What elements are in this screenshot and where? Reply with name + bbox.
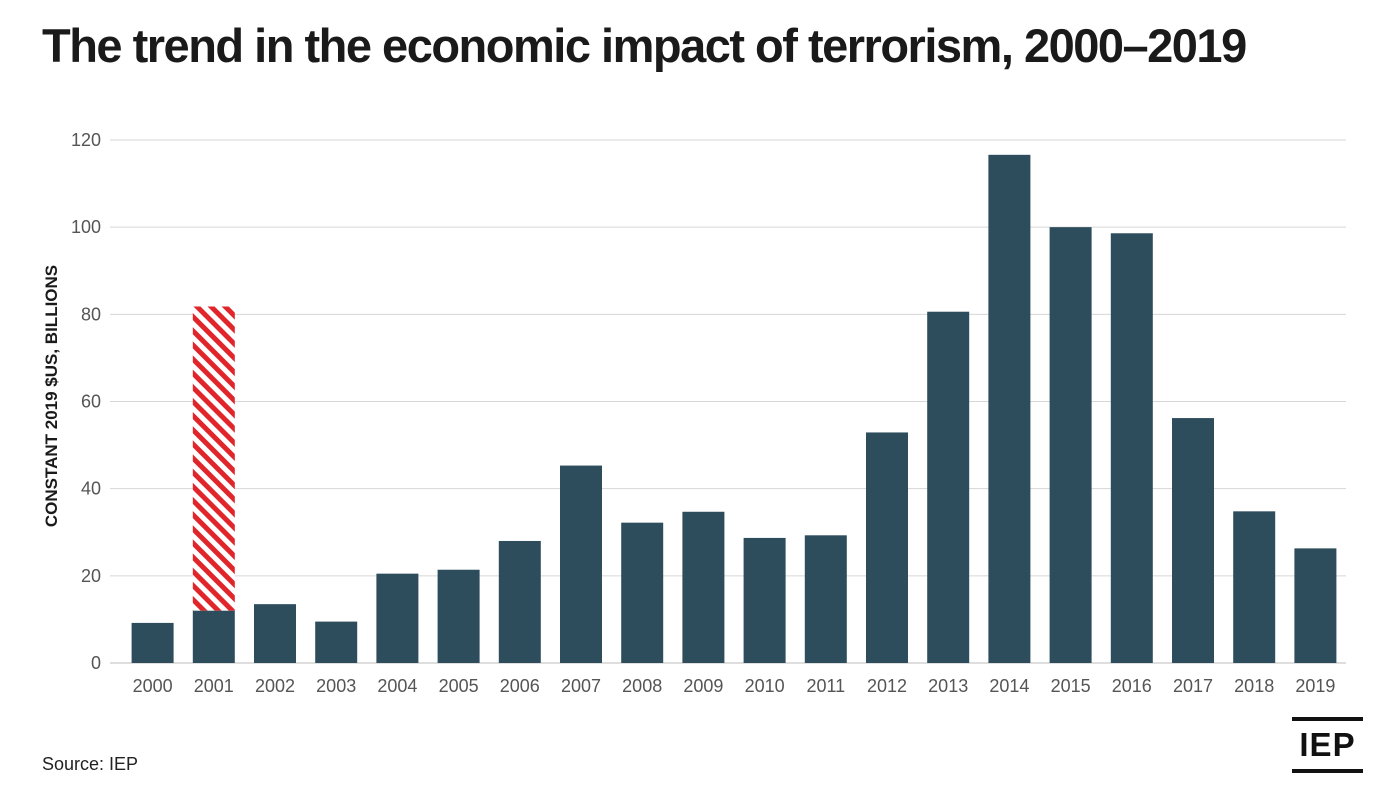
bar-2003 [315, 621, 358, 663]
bar-2019 [1294, 548, 1337, 663]
x-tick-labels: 2000 2001 2002 2003 2004 2005 2006 2007 2008 2009… [133, 676, 1336, 696]
x-tick-label: 2001 [194, 676, 234, 696]
bar-2008 [621, 522, 664, 663]
bar-2014 [988, 154, 1031, 663]
bar-2016 [1110, 233, 1153, 664]
iep-logo: IEP [1292, 717, 1363, 773]
bar-2018 [1233, 511, 1276, 663]
y-tick-label: 60 [81, 392, 101, 412]
bar-2006 [498, 540, 541, 663]
bar-2017 [1172, 418, 1214, 663]
y-tick-label: 100 [71, 217, 101, 237]
x-tick-label: 2014 [989, 676, 1029, 696]
bar-2001-base [192, 610, 235, 663]
x-tick-label: 2003 [316, 676, 356, 696]
logo-top-rule [1292, 717, 1363, 721]
x-tick-label: 2015 [1051, 676, 1091, 696]
bar-2002 [254, 604, 296, 663]
x-tick-label: 2009 [683, 676, 723, 696]
x-tick-label: 2011 [806, 676, 845, 696]
bar-2000 [131, 622, 174, 663]
bar-2001-highlight [192, 306, 235, 611]
bar-2007 [560, 465, 602, 663]
bars [131, 154, 1337, 664]
x-tick-label: 2010 [745, 676, 785, 696]
x-tick-label: 2005 [439, 676, 479, 696]
bar-2004 [376, 573, 419, 663]
x-tick-label: 2006 [500, 676, 540, 696]
y-tick-label: 0 [91, 653, 101, 673]
x-tick-label: 2016 [1112, 676, 1152, 696]
x-tick-label: 2013 [928, 676, 968, 696]
bar-2010 [743, 537, 786, 663]
source-note: Source: IEP [42, 754, 139, 774]
y-tick-label: 80 [81, 304, 101, 324]
x-tick-label: 2007 [561, 676, 601, 696]
logo-bottom-rule [1292, 769, 1363, 773]
y-tick-label: 120 [71, 130, 101, 150]
y-tick-label: 20 [81, 566, 101, 586]
bar-2005 [437, 569, 480, 663]
x-tick-label: 2017 [1173, 676, 1213, 696]
x-tick-label: 2018 [1234, 676, 1274, 696]
x-tick-label: 2000 [133, 676, 173, 696]
bar-2009 [682, 511, 725, 663]
gridlines [110, 139, 1346, 664]
bar-2013 [927, 311, 970, 663]
y-tick-labels: 0 20 40 60 80 100 120 [71, 130, 101, 673]
bar-2015 [1049, 227, 1092, 663]
x-tick-label: 2008 [622, 676, 662, 696]
bar-2012 [866, 432, 908, 663]
x-tick-label: 2004 [377, 676, 417, 696]
x-tick-label: 2002 [255, 676, 295, 696]
x-tick-label: 2012 [867, 676, 907, 696]
logo-text: IEP [1299, 726, 1356, 763]
y-tick-label: 40 [81, 479, 101, 499]
x-tick-label: 2019 [1295, 676, 1335, 696]
bar-2011 [804, 535, 847, 663]
chart-title: The trend in the economic impact of terr… [42, 19, 1247, 72]
